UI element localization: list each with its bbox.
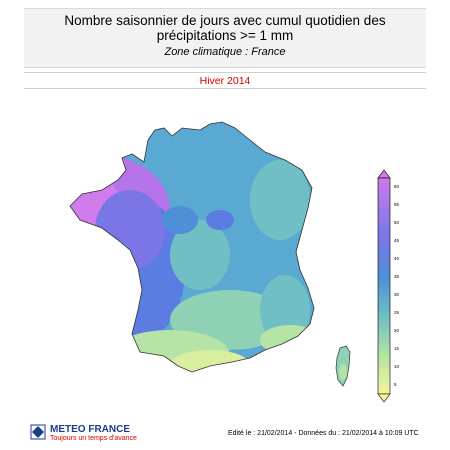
color-legend: 5 10 15 20 25 30 35 40 45 50 55 60: [374, 168, 414, 404]
legend-tick-label: 40: [394, 256, 400, 261]
meteo-france-logo: METEO FRANCE Toujours un temps d'avance: [30, 424, 137, 445]
map-header: Nombre saisonnier de jours avec cumul qu…: [24, 8, 426, 68]
legend-bar: [377, 169, 391, 403]
legend-tick-label: 5: [394, 382, 397, 387]
edit-date-note: Edité le : 21/02/2014 - Données du : 21/…: [228, 430, 419, 437]
legend-tick-label: 25: [394, 310, 400, 315]
legend-tick-label: 10: [394, 364, 400, 369]
map-subtitle: Zone climatique : France: [164, 46, 286, 58]
legend-tick-label: 15: [394, 346, 400, 351]
legend-tick-label: 20: [394, 328, 400, 333]
legend-tick-label: 30: [394, 292, 400, 297]
legend-tick-label: 55: [394, 202, 400, 207]
corsica: [335, 345, 351, 387]
meteo-france-icon: [30, 424, 46, 440]
france-map-svg: [69, 121, 351, 387]
legend-tick-label: 45: [394, 238, 400, 243]
map-title: Nombre saisonnier de jours avec cumul qu…: [64, 13, 386, 43]
legend-tick-label: 50: [394, 220, 400, 225]
logo-title: METEO FRANCE: [50, 424, 130, 435]
legend-tick-label: 35: [394, 274, 400, 279]
logo-tagline: Toujours un temps d'avance: [50, 435, 137, 442]
season-label: Hiver 2014: [24, 72, 426, 89]
legend-tick-label: 60: [394, 184, 400, 189]
france-map: [60, 110, 370, 410]
